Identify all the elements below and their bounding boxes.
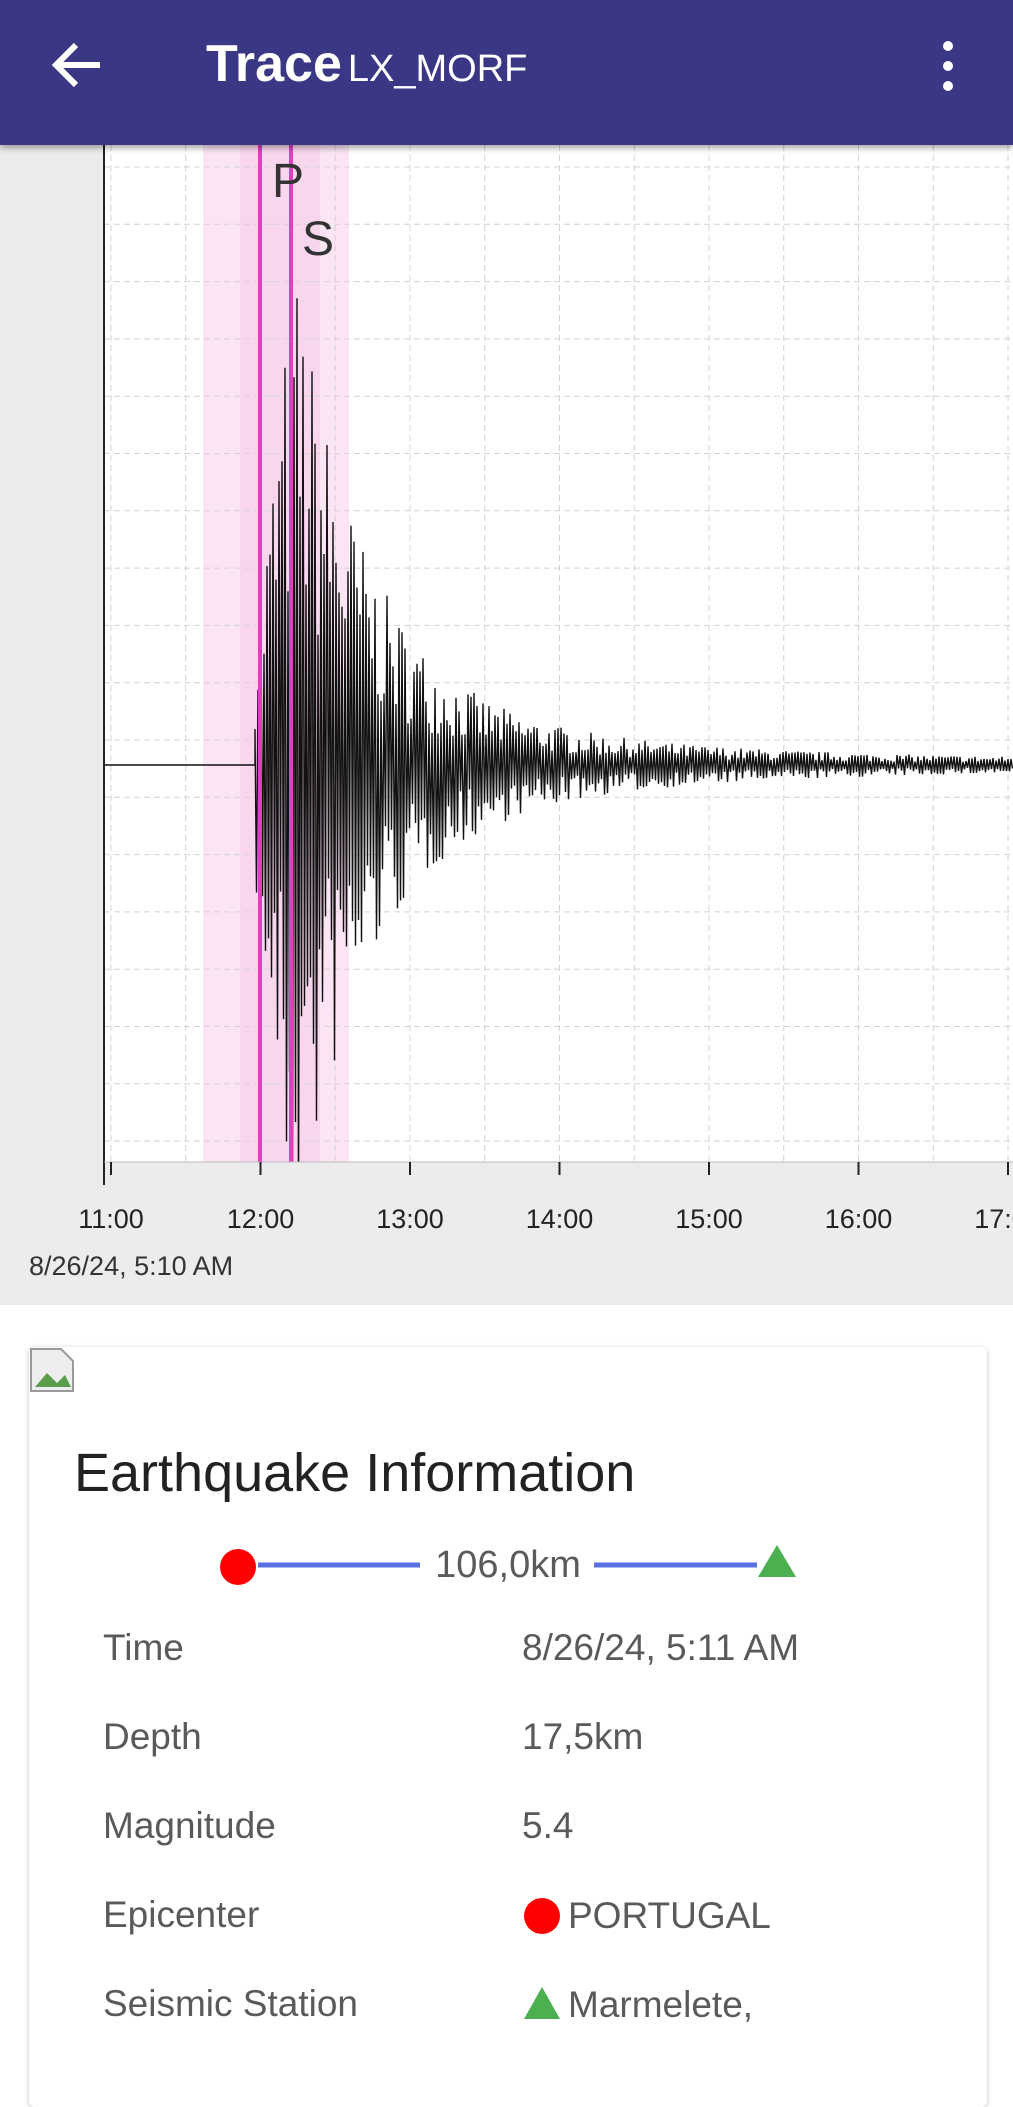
screen: Trace LX_MORF P S 11:00 12:00 13:00 14:00 15:… (0, 0, 1013, 2025)
station-icon (524, 1987, 560, 2019)
trace-chart: P S 11:0012:0013:0014:0015:0016:0017:00 … (0, 145, 1013, 1305)
phase-s: S (302, 213, 334, 266)
x-tick-label: 17:00 (974, 1204, 1013, 1234)
distance-graphic: 106,0km (220, 1544, 796, 1586)
app-bar: Trace LX_MORF (0, 0, 1013, 145)
broken-image (30, 1348, 74, 1392)
start-time: 8/26/24, 5:10 AM (29, 1251, 233, 1281)
row-value-text: Marmelete, (568, 1984, 754, 2025)
row-label: Depth (103, 1716, 202, 1757)
phase-p: P (272, 155, 304, 208)
x-tick-label: 14:00 (526, 1204, 594, 1234)
row-label: Magnitude (103, 1805, 276, 1846)
row-value-text: 5.4 (522, 1805, 574, 1846)
row-value-text: PORTUGAL (568, 1895, 771, 1936)
info-card: Earthquake Information 106,0km Time 8/26/… (29, 1347, 987, 2107)
title-text: Trace (206, 35, 342, 93)
epicenter-icon (524, 1898, 560, 1934)
station: LX_MORF (347, 48, 528, 90)
title: Trace LX_MORF (206, 34, 527, 94)
row-value: PORTUGAL (522, 1894, 771, 1937)
x-tick-label: 13:00 (376, 1204, 444, 1234)
distance: 106,0km (435, 1544, 581, 1586)
row-value-text: 17,5km (522, 1716, 644, 1757)
x-tick-label: 11:00 (78, 1204, 144, 1234)
x-tick-label: 16:00 (825, 1204, 893, 1234)
info-title: Earthquake Information (74, 1443, 636, 1503)
row-value-text: 8/26/24, 5:11 AM (522, 1627, 800, 1668)
row-value: 5.4 (522, 1805, 573, 1847)
row-value: 17,5km (522, 1716, 643, 1758)
row-label: Seismic Station (103, 1983, 358, 2024)
x-tick-label: 15:00 (675, 1204, 743, 1234)
back-button[interactable] (48, 35, 108, 95)
x-tick-label: 12:00 (227, 1204, 295, 1234)
menu-button[interactable] (938, 36, 958, 96)
row-value: 8/26/24, 5:11 AM (522, 1627, 799, 1669)
waveform (104, 256, 1013, 1162)
row-label: Time (103, 1627, 184, 1668)
row-label: Epicenter (103, 1894, 260, 1935)
row-value: Marmelete, (522, 1983, 753, 2026)
